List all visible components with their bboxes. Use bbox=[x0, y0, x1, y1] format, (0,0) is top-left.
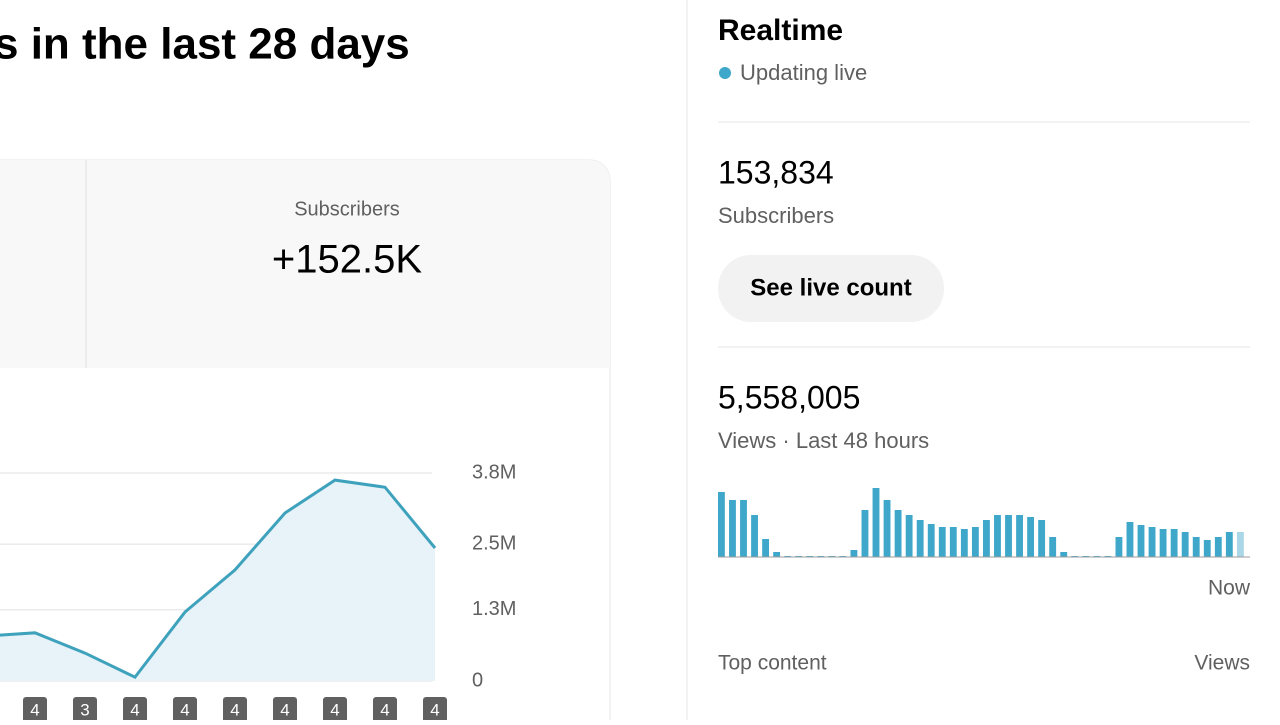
bar bbox=[1060, 552, 1068, 557]
bar bbox=[718, 492, 725, 557]
subscriber-count: 153,834 bbox=[718, 154, 834, 190]
bar bbox=[1225, 532, 1233, 557]
bar bbox=[872, 488, 880, 557]
video-marker-label: 4 bbox=[280, 700, 289, 719]
video-marker bbox=[23, 697, 47, 723]
bar bbox=[983, 520, 990, 557]
main-chart: 0 1.3M 2.5M 3.8M 4 3 4 4 4 4 4 4 4 bbox=[0, 461, 516, 723]
bar bbox=[894, 510, 902, 557]
bar bbox=[1137, 525, 1145, 557]
bar bbox=[883, 500, 891, 557]
realtime-title: Realtime bbox=[718, 14, 843, 47]
views-label: Views · Last 48 hours bbox=[718, 428, 929, 453]
video-marker-label: 4 bbox=[430, 700, 439, 719]
subscriber-label: Subscribers bbox=[718, 203, 834, 228]
live-status: Updating live bbox=[740, 60, 867, 85]
video-marker bbox=[123, 697, 147, 723]
y-tick-label: 0 bbox=[472, 669, 483, 691]
bar bbox=[916, 520, 924, 557]
video-marker bbox=[223, 697, 247, 723]
bar bbox=[1126, 522, 1134, 557]
metric-label[interactable]: Subscribers bbox=[294, 198, 400, 220]
bar bbox=[751, 515, 758, 557]
bar bbox=[740, 500, 747, 557]
now-label: Now bbox=[1208, 577, 1251, 600]
bar bbox=[905, 515, 913, 557]
bar bbox=[1192, 537, 1200, 557]
video-marker bbox=[73, 697, 97, 723]
video-marker bbox=[323, 697, 347, 723]
video-marker-label: 4 bbox=[230, 700, 239, 719]
video-marker-label: 4 bbox=[330, 700, 339, 719]
video-marker bbox=[423, 697, 447, 723]
bar bbox=[1181, 532, 1189, 557]
metric-strip bbox=[0, 160, 610, 368]
bar bbox=[729, 500, 736, 557]
bar bbox=[994, 515, 1001, 557]
bar bbox=[927, 524, 935, 557]
metric-value[interactable]: +152.5K bbox=[272, 238, 422, 282]
bar bbox=[1115, 537, 1123, 557]
bar bbox=[938, 527, 946, 557]
bar bbox=[1038, 520, 1046, 557]
bar bbox=[1214, 537, 1222, 557]
top-content-label: Top content bbox=[718, 652, 827, 675]
bar bbox=[960, 529, 968, 557]
bar bbox=[1027, 517, 1035, 557]
views-count: 5,558,005 bbox=[718, 379, 860, 415]
y-tick-label: 1.3M bbox=[472, 598, 516, 620]
live-count-button-label[interactable]: See live count bbox=[750, 274, 911, 301]
bar bbox=[861, 510, 869, 557]
bar bbox=[971, 527, 979, 557]
bar bbox=[1159, 529, 1167, 557]
bar bbox=[949, 527, 957, 557]
realtime-chart bbox=[718, 488, 1244, 557]
video-marker-label: 4 bbox=[380, 700, 389, 719]
top-content-metric: Views bbox=[1194, 652, 1250, 675]
bar bbox=[1016, 515, 1023, 557]
y-tick-label: 2.5M bbox=[472, 532, 516, 554]
video-marker bbox=[273, 697, 297, 723]
video-marker bbox=[373, 697, 397, 723]
bar bbox=[850, 550, 858, 557]
video-marker-label: 4 bbox=[130, 700, 139, 719]
bar bbox=[762, 539, 770, 557]
bar bbox=[1049, 537, 1057, 557]
video-marker-label: 3 bbox=[80, 700, 89, 719]
line bbox=[0, 478, 437, 680]
bar bbox=[1005, 515, 1012, 557]
video-marker bbox=[173, 697, 197, 723]
bar bbox=[1170, 529, 1178, 557]
live-dot bbox=[719, 67, 731, 79]
page-title: s in the last 28 days bbox=[0, 20, 410, 69]
bar bbox=[1148, 527, 1156, 557]
video-marker-label: 4 bbox=[30, 700, 39, 719]
bar bbox=[773, 552, 781, 557]
bar bbox=[1203, 540, 1211, 557]
live-count-button[interactable] bbox=[718, 255, 944, 322]
area bbox=[0, 480, 435, 681]
y-tick-label: 3.8M bbox=[472, 461, 516, 483]
video-marker-label: 4 bbox=[180, 700, 189, 719]
bar bbox=[1236, 532, 1244, 557]
